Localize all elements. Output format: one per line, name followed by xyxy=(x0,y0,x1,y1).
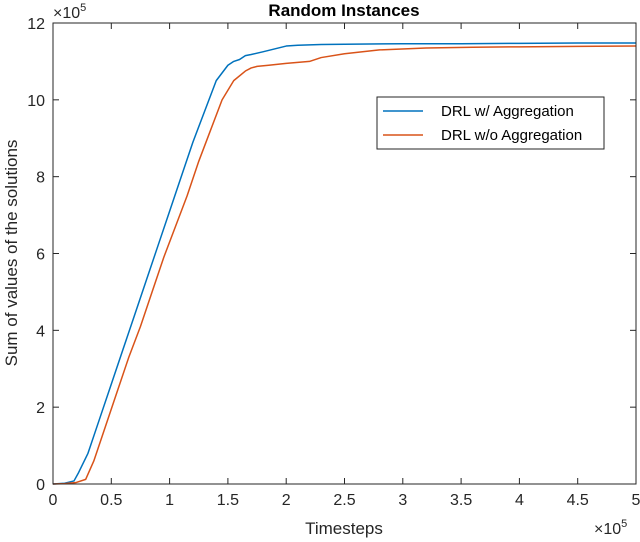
x-tick-label: 1.5 xyxy=(217,492,239,509)
x-tick-label: 3.5 xyxy=(450,492,472,509)
x-tick-label: 2 xyxy=(282,492,291,509)
y-axis-exponent-base: ×10 xyxy=(53,5,80,22)
x-axis-exponent-power: 5 xyxy=(621,518,627,530)
x-axis-label: Timesteps xyxy=(305,519,383,538)
legend-box xyxy=(376,96,605,150)
y-axis-ticks: 0 2 4 6 8 10 12 xyxy=(27,16,636,494)
x-axis-exponent-base: ×10 xyxy=(594,521,621,538)
x-axis-ticks: 0 0.5 1 1.5 2 2.5 3 3.5 4 4.5 5 xyxy=(49,23,640,509)
y-tick-label: 10 xyxy=(27,93,45,110)
legend-label-drl-with-aggregation: DRL w/ Aggregation xyxy=(441,103,574,120)
y-axis-label: Sum of values of the solutions xyxy=(2,140,21,367)
x-tick-label: 4.5 xyxy=(567,492,589,509)
y-axis-exponent: ×105 xyxy=(53,2,86,22)
x-tick-label: 1 xyxy=(165,492,174,509)
x-tick-label: 2.5 xyxy=(333,492,355,509)
x-tick-label: 4 xyxy=(515,492,524,509)
legend: DRL w/ Aggregation DRL w/o Aggregation xyxy=(376,96,605,150)
y-tick-label: 8 xyxy=(36,170,45,187)
y-tick-label: 4 xyxy=(36,323,45,340)
x-tick-label: 0.5 xyxy=(100,492,122,509)
y-tick-label: 2 xyxy=(36,400,45,417)
y-tick-label: 0 xyxy=(36,477,45,494)
series-line-drl-without-aggregation xyxy=(52,45,637,485)
chart-title: Random Instances xyxy=(268,1,419,20)
x-axis-exponent: ×105 xyxy=(594,518,627,538)
y-tick-label: 12 xyxy=(27,16,45,33)
x-tick-label: 5 xyxy=(632,492,640,509)
legend-label-drl-without-aggregation: DRL w/o Aggregation xyxy=(441,127,582,144)
x-tick-label: 0 xyxy=(49,492,58,509)
y-tick-label: 6 xyxy=(36,247,45,264)
y-axis-exponent-power: 5 xyxy=(80,2,86,14)
plot-area xyxy=(53,23,636,484)
series-line-drl-with-aggregation xyxy=(52,42,636,485)
series-layer xyxy=(52,42,637,485)
x-tick-label: 3 xyxy=(398,492,407,509)
